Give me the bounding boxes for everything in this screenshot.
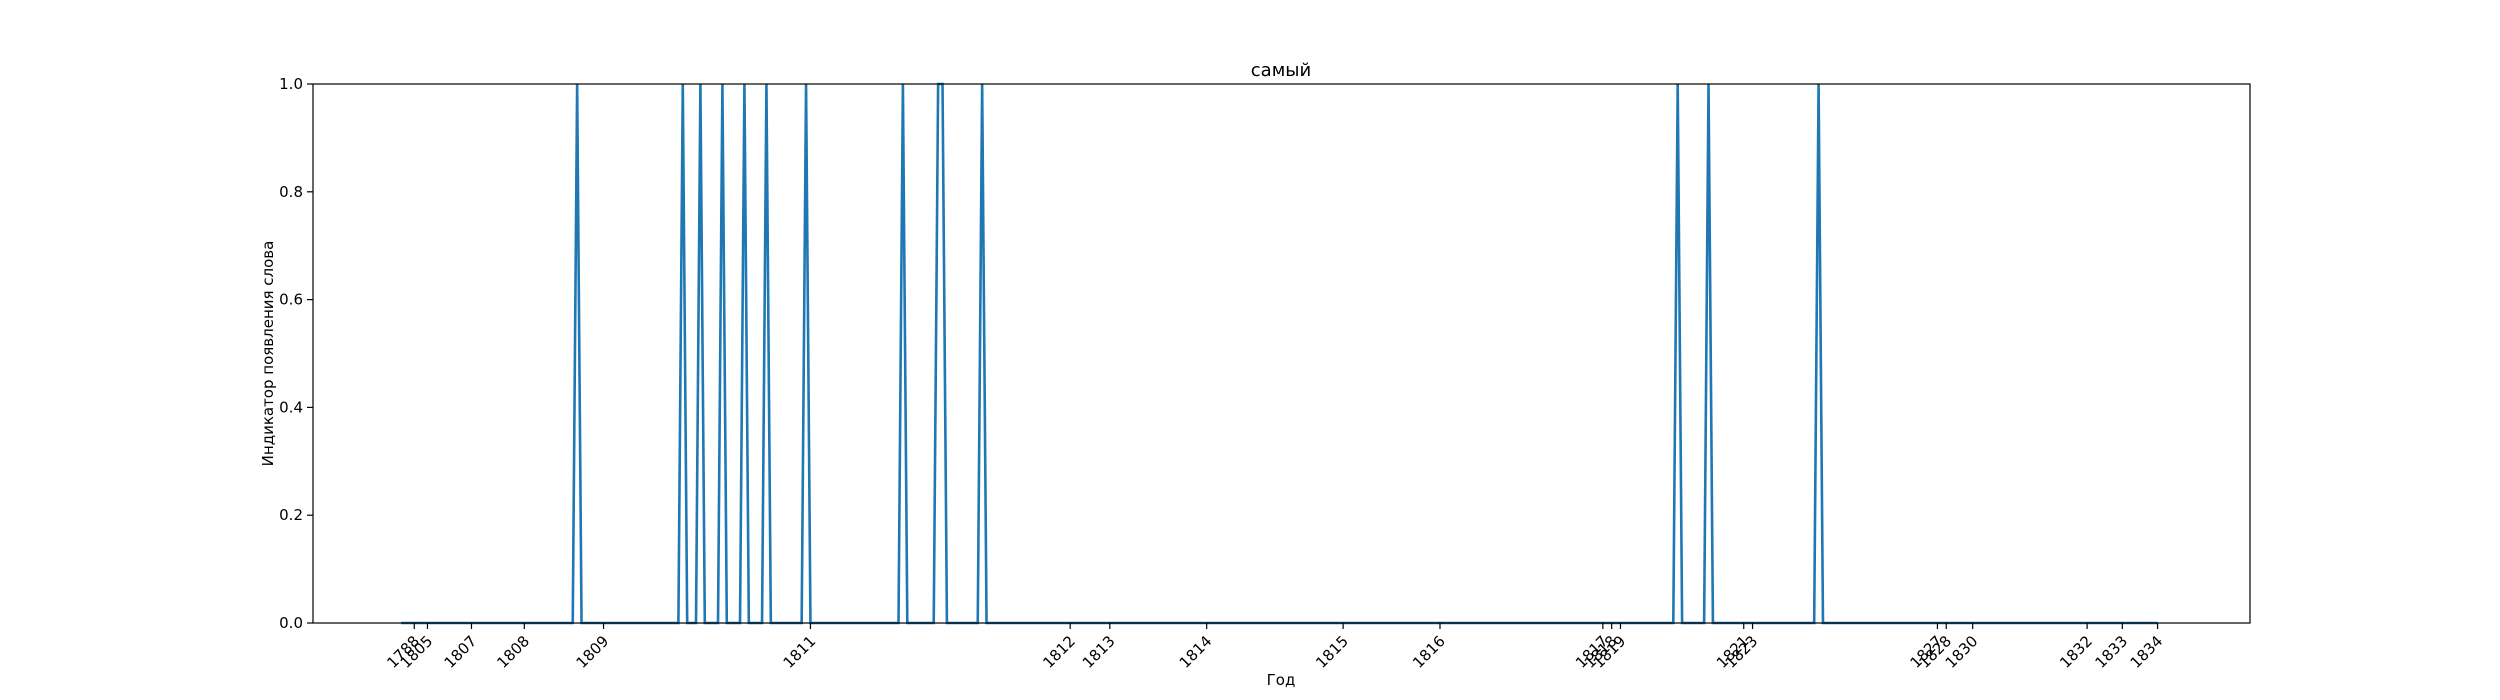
x-tick-label: 1807 bbox=[441, 632, 481, 672]
x-tick-label: 1823 bbox=[1722, 632, 1762, 672]
x-tick-label: 1808 bbox=[493, 632, 533, 672]
y-axis-label: Индикатор появления слова bbox=[259, 241, 277, 467]
x-tick-label: 1812 bbox=[1039, 632, 1079, 672]
y-tick-label: 0.0 bbox=[279, 614, 303, 632]
y-axis: 0.0 0.2 0.4 0.6 0.8 1.0 bbox=[279, 75, 313, 632]
plot-frame bbox=[312, 83, 2251, 624]
y-tick-label: 0.4 bbox=[279, 398, 303, 416]
y-tick-label: 0.2 bbox=[279, 506, 303, 524]
x-tick-label: 1833 bbox=[2091, 632, 2131, 672]
chart-title: самый bbox=[1251, 60, 1311, 81]
x-tick-label: 1805 bbox=[397, 632, 437, 672]
x-tick-label: 1814 bbox=[1176, 632, 1216, 672]
x-tick-label: 1834 bbox=[2127, 632, 2167, 672]
x-axis-label: Год bbox=[1267, 671, 1296, 689]
occurrence-series bbox=[401, 82, 2158, 625]
y-tick-label: 0.8 bbox=[279, 183, 303, 201]
x-tick-label: 1813 bbox=[1079, 632, 1119, 672]
y-tick-label: 1.0 bbox=[279, 75, 303, 93]
x-tick-label: 1815 bbox=[1312, 632, 1352, 672]
occurrence-line bbox=[401, 82, 2158, 625]
x-tick-label: 1809 bbox=[573, 632, 613, 672]
x-tick-label: 1811 bbox=[780, 632, 820, 672]
x-tick-label: 1816 bbox=[1409, 632, 1449, 672]
x-tick-label: 1832 bbox=[2056, 632, 2096, 672]
y-tick-label: 0.6 bbox=[279, 291, 303, 309]
